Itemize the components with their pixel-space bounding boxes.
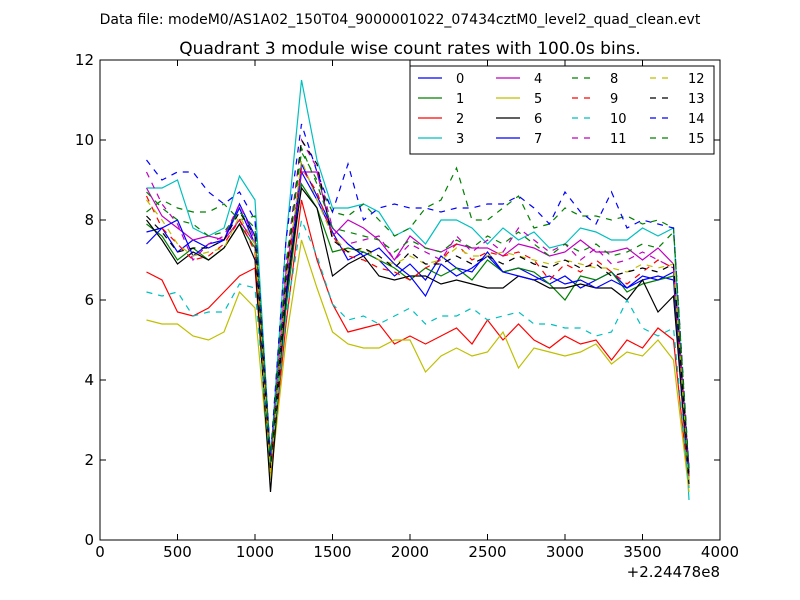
series-line-2 <box>146 199 690 489</box>
series-line-11 <box>145 138 690 473</box>
legend-label: 1 <box>456 92 464 107</box>
x-tick-label: 4000 <box>701 543 739 561</box>
legend-label: 0 <box>456 72 464 87</box>
legend-entry-15: 15 <box>650 132 705 147</box>
x-tick-label: 1000 <box>236 543 274 561</box>
legend-label: 13 <box>688 92 705 107</box>
series-line-10 <box>146 217 690 489</box>
legend-entry-11: 11 <box>572 132 627 147</box>
legend-label: 3 <box>456 132 464 147</box>
legend-entry-6: 6 <box>496 112 542 127</box>
legend-label: 10 <box>610 112 627 127</box>
series-line-13 <box>146 138 690 477</box>
series-line-15 <box>146 145 690 473</box>
series-line-6 <box>146 186 690 493</box>
y-tick-label: 6 <box>84 291 94 309</box>
legend-label: 11 <box>610 132 627 147</box>
legend-entry-4: 4 <box>496 72 542 87</box>
x-tick-label: 3000 <box>546 543 584 561</box>
legend-label: 9 <box>610 92 618 107</box>
chart-suptitle: Data file: modeM0/AS1A02_150T04_90000010… <box>100 12 701 28</box>
series-layer <box>145 79 690 501</box>
series-line-8 <box>146 150 690 473</box>
x-offset-label: +2.24478e8 <box>627 563 720 581</box>
legend-label: 8 <box>610 72 618 87</box>
x-tick-label: 500 <box>163 543 192 561</box>
legend-label: 2 <box>456 112 464 127</box>
y-tick-label: 4 <box>84 371 94 389</box>
legend-label: 14 <box>688 112 705 127</box>
legend-entry-0: 0 <box>418 72 464 87</box>
x-tick-label: 1500 <box>313 543 351 561</box>
y-tick-label: 8 <box>84 211 94 229</box>
legend-entry-12: 12 <box>650 72 705 87</box>
legend-entry-13: 13 <box>650 92 705 107</box>
y-tick-label: 2 <box>84 451 94 469</box>
legend-entry-3: 3 <box>418 132 464 147</box>
legend-entry-8: 8 <box>572 72 618 87</box>
x-tick-label: 2000 <box>391 543 429 561</box>
legend-label: 5 <box>534 92 542 107</box>
legend-label: 4 <box>534 72 542 87</box>
y-tick-label: 0 <box>84 531 94 549</box>
series-line-9 <box>145 166 690 477</box>
legend-label: 7 <box>534 132 542 147</box>
legend-entry-9: 9 <box>572 92 618 107</box>
x-tick-label: 0 <box>95 543 105 561</box>
y-tick-label: 10 <box>75 131 94 149</box>
series-line-4 <box>145 171 690 469</box>
x-tick-label: 2500 <box>468 543 506 561</box>
legend-label: 12 <box>688 72 705 87</box>
legend-entry-1: 1 <box>418 92 464 107</box>
y-tick-label: 12 <box>75 51 94 69</box>
legend-box <box>409 65 715 155</box>
x-tick-label: 3500 <box>623 543 661 561</box>
series-line-3 <box>146 79 690 501</box>
legend-label: 15 <box>688 132 705 147</box>
legend-label: 6 <box>534 112 542 127</box>
chart-title: Quadrant 3 module wise count rates with … <box>179 39 640 59</box>
legend-entry-5: 5 <box>496 92 542 107</box>
series-line-5 <box>146 239 690 493</box>
legend-entry-2: 2 <box>418 112 464 127</box>
legend-entry-10: 10 <box>572 112 627 127</box>
x-axis: 0 500 1000 1500 2000 2500 3000 3500 4000 <box>95 60 739 561</box>
legend-entry-14: 14 <box>650 112 705 127</box>
legend-entry-7: 7 <box>496 132 542 147</box>
series-line-12 <box>146 159 690 481</box>
series-line-14 <box>146 123 690 469</box>
